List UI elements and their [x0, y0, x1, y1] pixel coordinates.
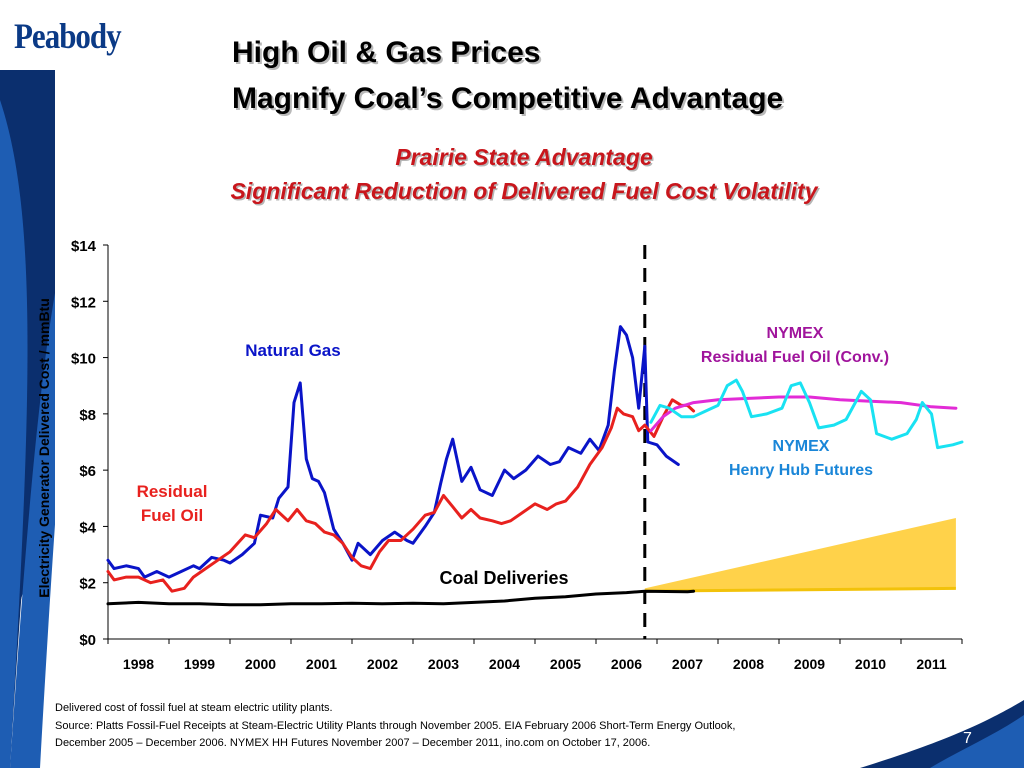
nymex-residual-oil-line — [649, 395, 958, 433]
page-title-line2: Magnify Coal’s Competitive Advantage — [232, 82, 784, 115]
x-tick-label: 2011 — [916, 656, 947, 672]
x-tick-label: 2006 — [611, 656, 642, 672]
x-tick-label: 2009 — [794, 656, 825, 672]
subtitle-line1: Prairie State Advantage — [395, 144, 653, 170]
y-tick-label: $4 — [79, 519, 96, 536]
x-tick-label: 2000 — [245, 656, 276, 672]
peabody-logo: Peabody — [14, 15, 122, 56]
x-tick-label: 2002 — [367, 656, 398, 672]
y-tick-label: $12 — [71, 294, 96, 311]
y-tick-label: $8 — [79, 407, 96, 424]
x-tick-label: 2003 — [428, 656, 459, 672]
y-tick-label: $6 — [79, 463, 96, 480]
x-ticks: 1998 1999 2000 2001 2002 2003 2004 2005 2006 2007… — [107, 639, 963, 672]
x-tick-label: 2001 — [306, 656, 337, 672]
fuel-cost-chart: $0 $2 $4 $6 $8 $10 $12 $14 1998 1999 2000 2001 2002… — [36, 238, 964, 672]
coal-band-base — [644, 586, 956, 593]
coal-deliveries-label: Coal Deliveries — [439, 568, 568, 588]
x-tick-label: 2010 — [855, 656, 886, 672]
x-tick-label: 2008 — [733, 656, 764, 672]
coal-deliveries-line — [106, 589, 696, 607]
nymex-oil-label-line1: NYMEX — [767, 325, 824, 342]
subtitle-line2: Significant Reduction of Delivered Fuel … — [230, 178, 818, 204]
y-axis-label: Electricity Generator Delivered Cost / m… — [36, 298, 52, 598]
natural-gas-label: Natural Gas — [245, 341, 340, 360]
residual-label-line2: Fuel Oil — [141, 506, 203, 525]
x-tick-label: 2004 — [489, 656, 520, 672]
page-title-line1: High Oil & Gas Prices — [232, 36, 541, 69]
nymex-gas-label-line2: Henry Hub Futures — [729, 462, 873, 479]
y-tick-label: $0 — [79, 632, 96, 649]
residual-label-line1: Residual — [137, 482, 208, 501]
nymex-gas-label-line1: NYMEX — [773, 438, 830, 455]
y-tick-label: $2 — [79, 576, 96, 593]
x-tick-label: 2007 — [672, 656, 703, 672]
coal-cost-band — [644, 517, 956, 592]
residual-fuel-oil-line — [106, 398, 696, 593]
nymex-oil-label-line2: Residual Fuel Oil (Conv.) — [701, 349, 889, 366]
x-tick-label: 2005 — [550, 656, 581, 672]
series-lines — [106, 325, 964, 607]
y-ticks: $0 $2 $4 $6 $8 $10 $12 $14 — [71, 238, 108, 649]
x-tick-label: 1999 — [184, 656, 215, 672]
page-number: 7 — [963, 730, 972, 747]
x-tick-label: 1998 — [123, 656, 154, 672]
y-tick-label: $14 — [71, 238, 97, 255]
y-tick-label: $10 — [71, 351, 96, 368]
source-note-line2: Source: Platts Fossil-Fuel Receipts at S… — [55, 720, 736, 732]
source-note-line3: December 2005 – December 2006. NYMEX HH … — [55, 737, 651, 749]
source-note-line1: Delivered cost of fossil fuel at steam e… — [55, 702, 333, 714]
nymex-henry-hub-line — [649, 378, 964, 450]
